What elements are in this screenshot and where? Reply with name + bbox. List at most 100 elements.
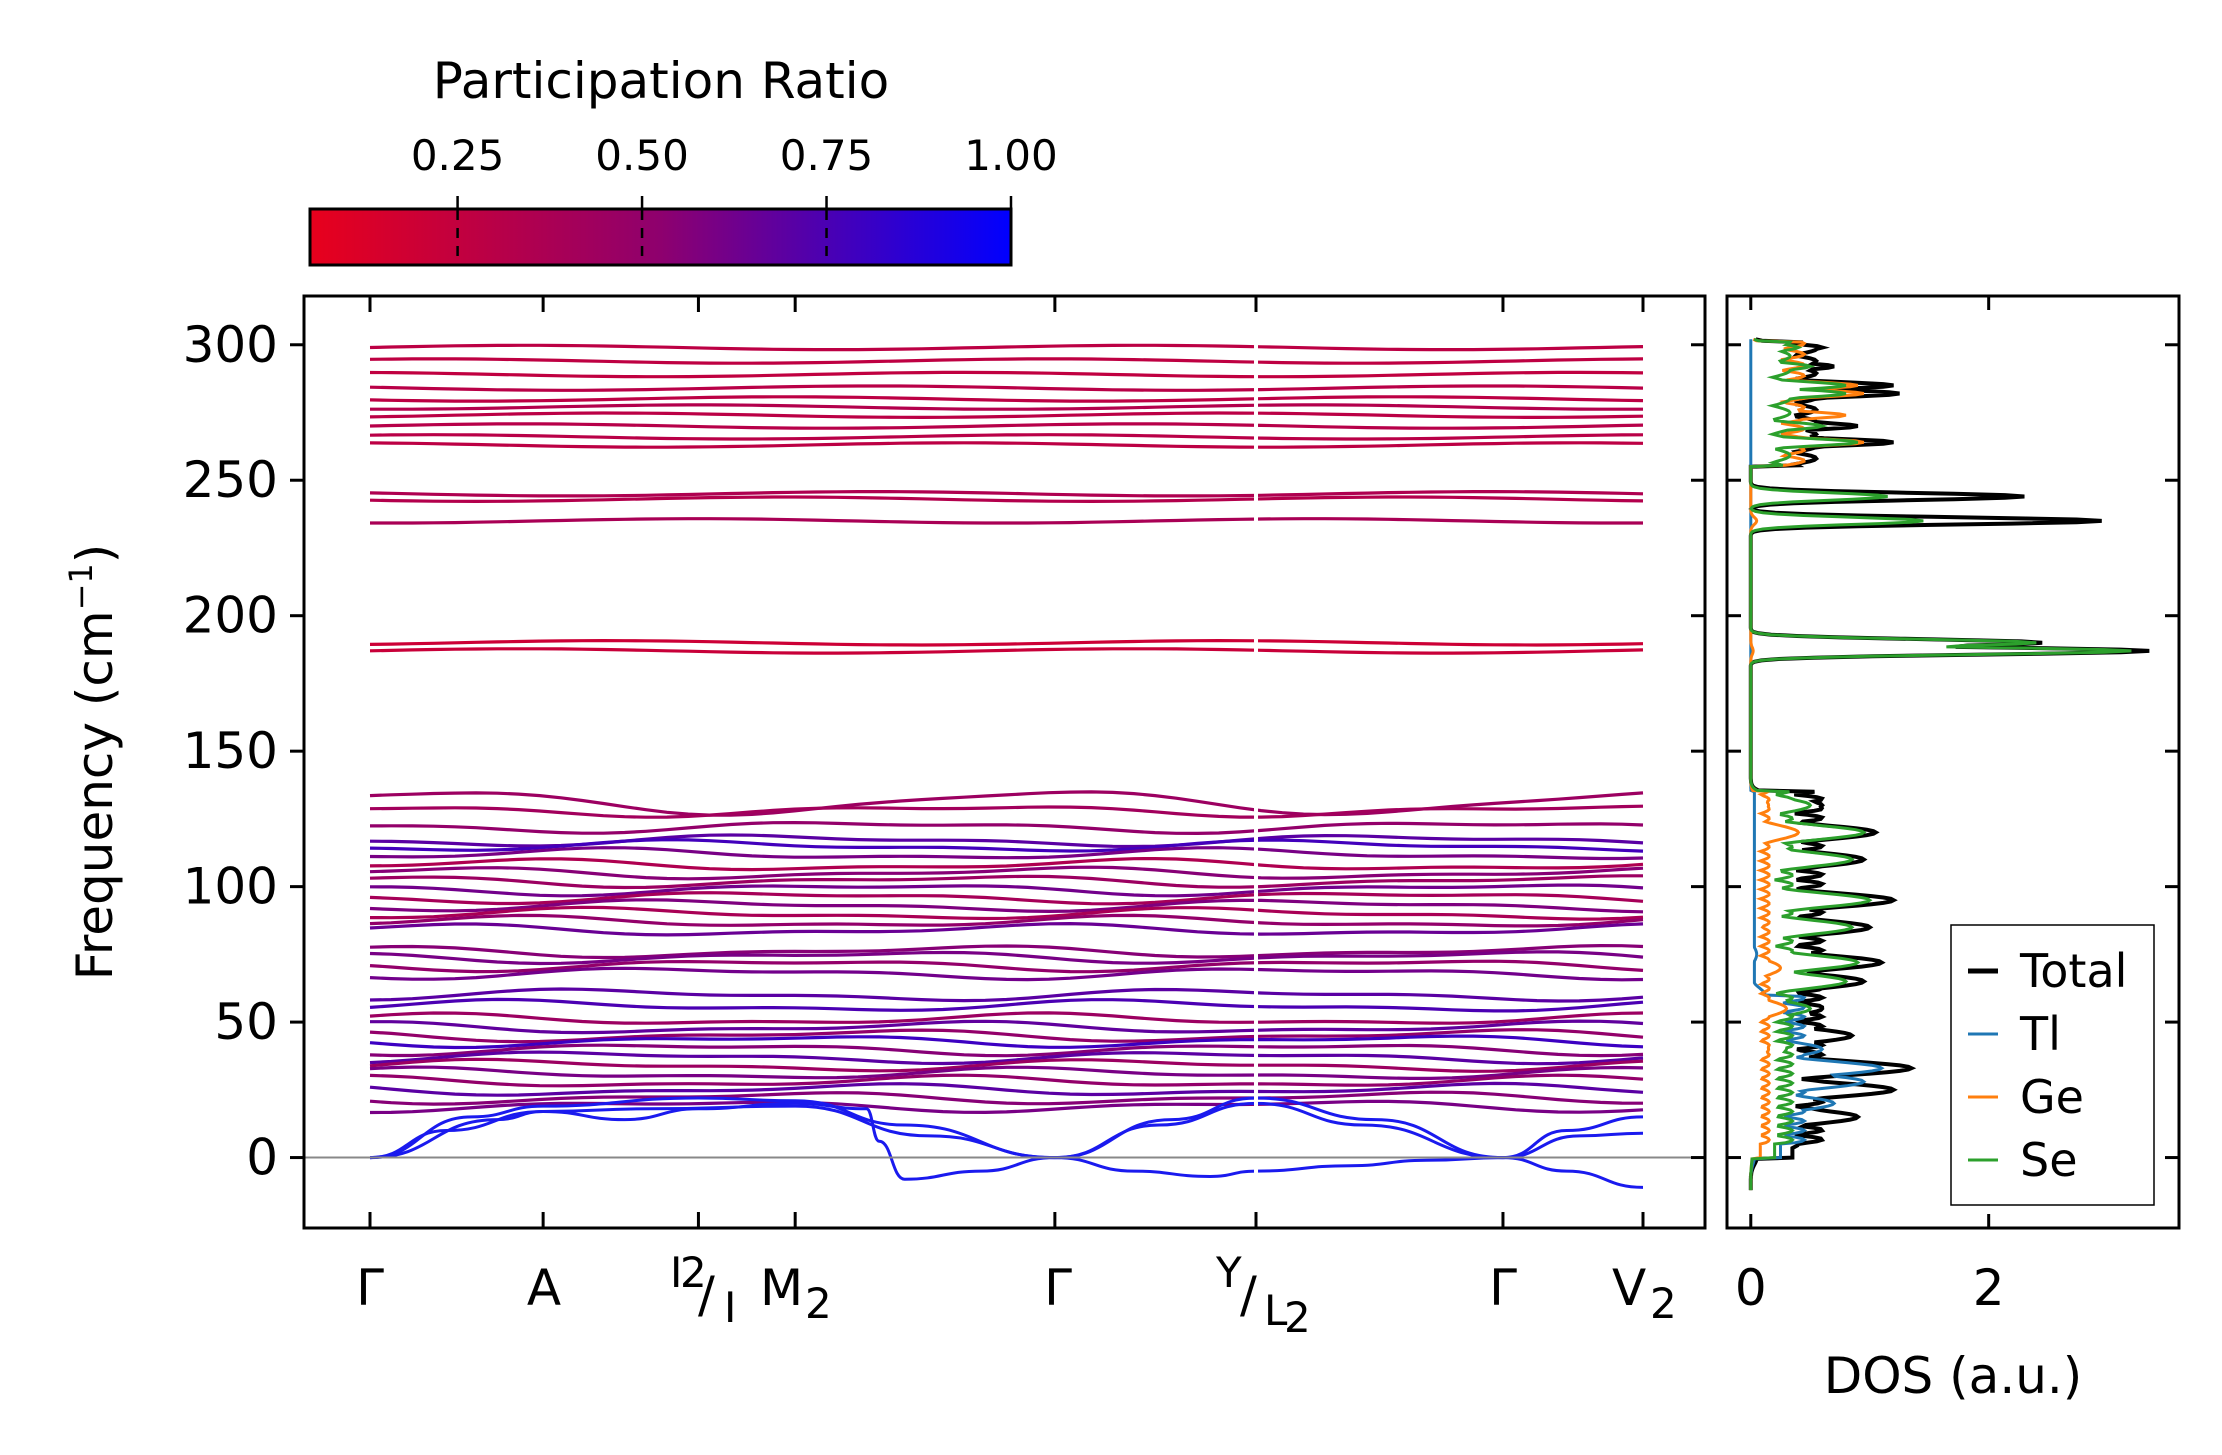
colorbar-tick-label: 0.75 (780, 131, 874, 180)
kpoint-m-sub: 2 (805, 1279, 832, 1328)
kpoint-slash-2: / (1240, 1266, 1257, 1324)
kpoint-v-letter: V (1612, 1259, 1646, 1317)
band-line (369, 1090, 1644, 1106)
kpoint-i-letter: I (724, 1283, 736, 1332)
kpoint-l-sub: 2 (1284, 1293, 1311, 1342)
band-axes-frame (302, 294, 1707, 1230)
colorbar-tick-label: 0.25 (411, 131, 505, 180)
band-line (369, 987, 1644, 1003)
band-line (369, 343, 1644, 352)
band-line (369, 905, 1644, 921)
band-line (369, 495, 1644, 504)
band-line (369, 913, 1644, 928)
band-line (369, 422, 1644, 430)
band-line (369, 441, 1644, 449)
kpoint-gamma-3: Γ (1489, 1259, 1517, 1317)
colorbar-ticks: 0.25 0.50 0.75 1.00 (411, 131, 1058, 264)
y-tick-label: 250 (183, 451, 278, 509)
band-lines (369, 296, 1644, 1228)
band-k-ticks (368, 296, 1645, 1228)
band-line (369, 490, 1644, 498)
dos-line-se (1749, 337, 2132, 1191)
band-line (369, 1099, 1644, 1115)
dos-x-tick-label: 0 (1735, 1259, 1767, 1317)
band-line (369, 433, 1644, 441)
band-line (369, 395, 1644, 403)
band-line (369, 411, 1644, 420)
y-axis-label-close: ) (66, 544, 124, 564)
y-axis-label-main: Frequency (cm (66, 610, 124, 980)
kpoint-gamma-1: Γ (356, 1259, 384, 1317)
legend-label-total: Total (2019, 944, 2127, 998)
band-line (369, 647, 1644, 655)
band-structure-panel: 0 50 100 150 200 250 300 Frequency (cm−1) Γ A … (62, 294, 1707, 1342)
band-line (369, 883, 1644, 898)
band-line (369, 1065, 1644, 1081)
band-line (369, 384, 1644, 392)
soft-mode-line (369, 1101, 1644, 1189)
dos-legend: Total Tl Ge Se (1950, 924, 2155, 1206)
band-line (369, 865, 1644, 881)
band-line (369, 856, 1644, 872)
band-line (369, 1034, 1644, 1050)
colorbar: Participation Ratio 0.25 0.50 0.75 1.00 (308, 52, 1058, 267)
band-line (369, 966, 1644, 982)
kpoint-i2-sub: 2 (680, 1248, 707, 1297)
band-y-ticks: 0 50 100 150 200 250 300 (183, 316, 1705, 1187)
legend-entries: Total Tl Ge Se (1968, 944, 2127, 1187)
y-tick-label: 200 (183, 587, 278, 645)
band-line (370, 517, 1643, 525)
band-line (369, 357, 1644, 365)
band-line (370, 403, 1643, 411)
y-axis-label-sup: −1 (62, 563, 100, 610)
kpoint-i2-i: I 2 / I (670, 1248, 736, 1332)
band-line (369, 846, 1644, 861)
k-point-labels: Γ A I 2 / I M 2 Γ Y / L 2 Γ V 2 (356, 1248, 1677, 1342)
kpoint-slash-1: / (698, 1266, 715, 1324)
dos-x-tick-label: 2 (1973, 1259, 2005, 1317)
band-line (369, 370, 1644, 379)
band-line (369, 638, 1644, 647)
colorbar-tick-label: 1.00 (964, 131, 1058, 180)
y-tick-label: 50 (214, 993, 278, 1051)
band-line (369, 950, 1644, 966)
colorbar-tick-label: 0.50 (595, 131, 689, 180)
dos-axes-frame (1725, 294, 2181, 1230)
legend-label-se: Se (2020, 1133, 2078, 1187)
band-line (369, 1057, 1644, 1073)
legend-label-ge: Ge (2020, 1070, 2084, 1124)
band-line (369, 959, 1644, 974)
band-line (369, 997, 1644, 1013)
kpoint-a: A (527, 1259, 561, 1317)
legend-label-tl: Tl (2019, 1007, 2061, 1061)
kpoint-v-sub: 2 (1650, 1279, 1677, 1328)
band-line (369, 1050, 1644, 1066)
band-line (369, 1011, 1644, 1025)
kpoint-m-letter: M (760, 1259, 803, 1317)
kpoint-v2: V 2 (1612, 1259, 1677, 1328)
colorbar-gradient (308, 207, 1013, 267)
dos-y-ticks (1727, 343, 2179, 1160)
band-line (369, 874, 1643, 890)
y-axis-label: Frequency (cm−1) (62, 544, 124, 981)
y-tick-label: 150 (183, 722, 278, 780)
band-line (369, 838, 1644, 853)
band-line (369, 820, 1644, 836)
y-tick-label: 300 (183, 316, 278, 374)
kpoint-gamma-2: Γ (1044, 1259, 1072, 1317)
dos-x-axis-label: DOS (a.u.) (1824, 1347, 2083, 1405)
kpoint-m2: M 2 (760, 1259, 832, 1328)
kpoint-y-letter: Y (1215, 1248, 1242, 1297)
band-line (369, 1081, 1644, 1097)
kpoint-i2-letter: I (670, 1248, 682, 1297)
band-line (369, 891, 1644, 906)
y-tick-label: 0 (246, 1129, 278, 1187)
band-line (369, 898, 1644, 914)
band-line (369, 1073, 1644, 1088)
band-line (369, 1043, 1644, 1058)
y-tick-label: 100 (183, 858, 278, 916)
kpoint-y-l2: Y / L 2 (1215, 1248, 1311, 1342)
